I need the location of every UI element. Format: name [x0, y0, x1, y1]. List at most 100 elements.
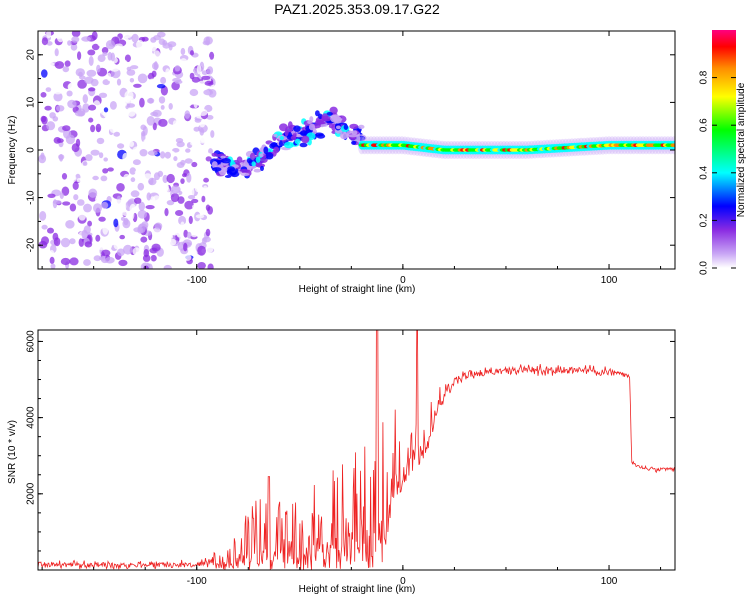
- noise-blob: [170, 193, 180, 203]
- noise-blob: [49, 250, 55, 257]
- noise-blob: [56, 138, 64, 143]
- noise-blob: [66, 90, 73, 97]
- noise-blob: [149, 43, 158, 52]
- noise-blob: [95, 196, 101, 203]
- noise-blob: [202, 185, 208, 194]
- noise-blob: [186, 77, 191, 87]
- noise-blob: [174, 65, 181, 72]
- noise-blob: [123, 173, 131, 183]
- noise-blob: [153, 99, 158, 109]
- noise-blob: [45, 139, 50, 144]
- noise-blob: [124, 54, 131, 63]
- noise-blob: [119, 234, 125, 240]
- noise-blob: [116, 183, 125, 192]
- onset-blob: [301, 135, 310, 144]
- noise-blob: [85, 166, 95, 174]
- onset-blob: [299, 130, 309, 137]
- noise-blob: [96, 64, 101, 73]
- noise-blob: [49, 256, 55, 264]
- noise-blob: [40, 92, 47, 98]
- noise-blob: [86, 250, 94, 256]
- noise-blob: [172, 120, 178, 127]
- colorbar-tick-label: 0.4: [699, 165, 710, 179]
- noise-blob: [185, 148, 191, 153]
- noise-blob: [47, 227, 54, 234]
- noise-blob: [92, 175, 99, 181]
- noise-blob: [109, 125, 117, 133]
- noise-blob: [97, 38, 104, 47]
- noise-blob: [197, 245, 207, 256]
- noise-blob: [95, 234, 101, 242]
- noise-blob: [189, 72, 195, 80]
- noise-blob: [82, 139, 90, 144]
- onset-blob: [211, 161, 218, 169]
- noise-blob: [105, 40, 116, 50]
- noise-blob: [147, 50, 152, 57]
- noise-blob: [130, 65, 139, 70]
- noise-blob: [114, 166, 121, 176]
- onset-blob: [321, 115, 332, 122]
- noise-blob: [168, 103, 173, 110]
- noise-blob: [168, 238, 177, 246]
- onset-blob: [224, 175, 232, 178]
- onset-blob: [221, 158, 231, 164]
- onset-blob: [251, 161, 256, 167]
- noise-blob: [91, 31, 98, 40]
- noise-blob: [181, 37, 187, 44]
- noise-blob: [76, 178, 83, 183]
- noise-blob: [186, 231, 192, 239]
- noise-blob: [115, 158, 120, 166]
- noise-blob: [82, 94, 89, 104]
- noise-blob: [103, 107, 109, 113]
- noise-blob: [123, 217, 129, 226]
- noise-blob: [88, 188, 98, 198]
- noise-blob: [102, 168, 109, 174]
- noise-blob: [75, 68, 86, 77]
- noise-blob: [206, 115, 214, 120]
- noise-blob: [85, 154, 93, 162]
- noise-blob: [65, 134, 75, 145]
- noise-blob: [93, 203, 102, 213]
- noise-blob: [149, 137, 157, 147]
- noise-blob: [166, 250, 174, 258]
- noise-blob: [148, 164, 159, 174]
- onset-blob: [292, 133, 297, 139]
- onset-blob: [284, 129, 289, 137]
- onset-blob: [351, 140, 357, 145]
- noise-blob: [77, 79, 87, 89]
- noise-blob: [40, 147, 50, 152]
- noise-blob: [122, 67, 127, 73]
- noise-blob: [59, 220, 66, 228]
- x-tick-label: 100: [601, 576, 618, 587]
- noise-blob: [45, 48, 51, 54]
- noise-blob: [189, 88, 199, 97]
- onset-blob: [351, 130, 358, 135]
- noise-blob: [199, 122, 205, 128]
- noise-blob: [46, 31, 52, 39]
- onset-blob: [279, 123, 288, 132]
- noise-blob: [39, 211, 47, 221]
- noise-blob: [184, 200, 194, 210]
- noise-blob: [177, 196, 185, 204]
- noise-blob: [142, 126, 148, 136]
- noise-blob: [160, 260, 168, 266]
- y-tick-label: 0: [26, 147, 37, 153]
- noise-blob: [40, 262, 46, 268]
- noise-blob: [69, 238, 76, 245]
- noise-blob: [126, 69, 136, 76]
- y-tick-label: 20: [26, 49, 37, 61]
- snr-series-line: [38, 330, 675, 570]
- noise-blob: [194, 185, 202, 193]
- noise-blob: [163, 264, 172, 269]
- noise-blob: [69, 203, 77, 212]
- noise-blob: [184, 254, 192, 261]
- onset-blob: [320, 123, 328, 127]
- onset-blob: [318, 113, 323, 120]
- noise-blob: [147, 98, 155, 104]
- noise-blob: [53, 92, 63, 102]
- noise-blob: [150, 254, 157, 262]
- noise-blob: [117, 124, 125, 134]
- noise-blob: [106, 241, 113, 250]
- onset-blob: [358, 124, 365, 129]
- noise-blob: [180, 47, 186, 56]
